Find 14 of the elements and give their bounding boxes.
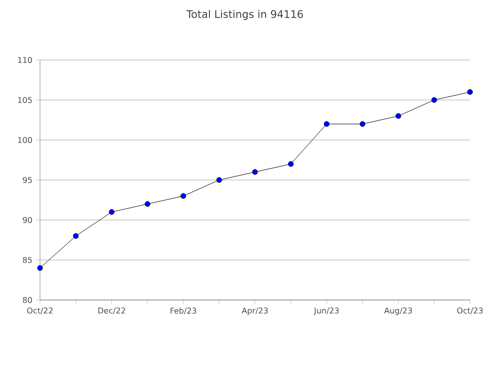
- point: [216, 177, 222, 183]
- point: [144, 201, 150, 207]
- point: [467, 89, 473, 95]
- point: [73, 233, 79, 239]
- point: [431, 97, 437, 103]
- point: [360, 121, 366, 127]
- point: [37, 265, 43, 271]
- point: [108, 209, 114, 215]
- point: [396, 113, 402, 119]
- chart-title: Total Listings in 94116: [186, 10, 303, 20]
- point: [324, 121, 330, 127]
- point: [288, 161, 294, 167]
- point: [252, 169, 258, 175]
- point: [180, 193, 186, 199]
